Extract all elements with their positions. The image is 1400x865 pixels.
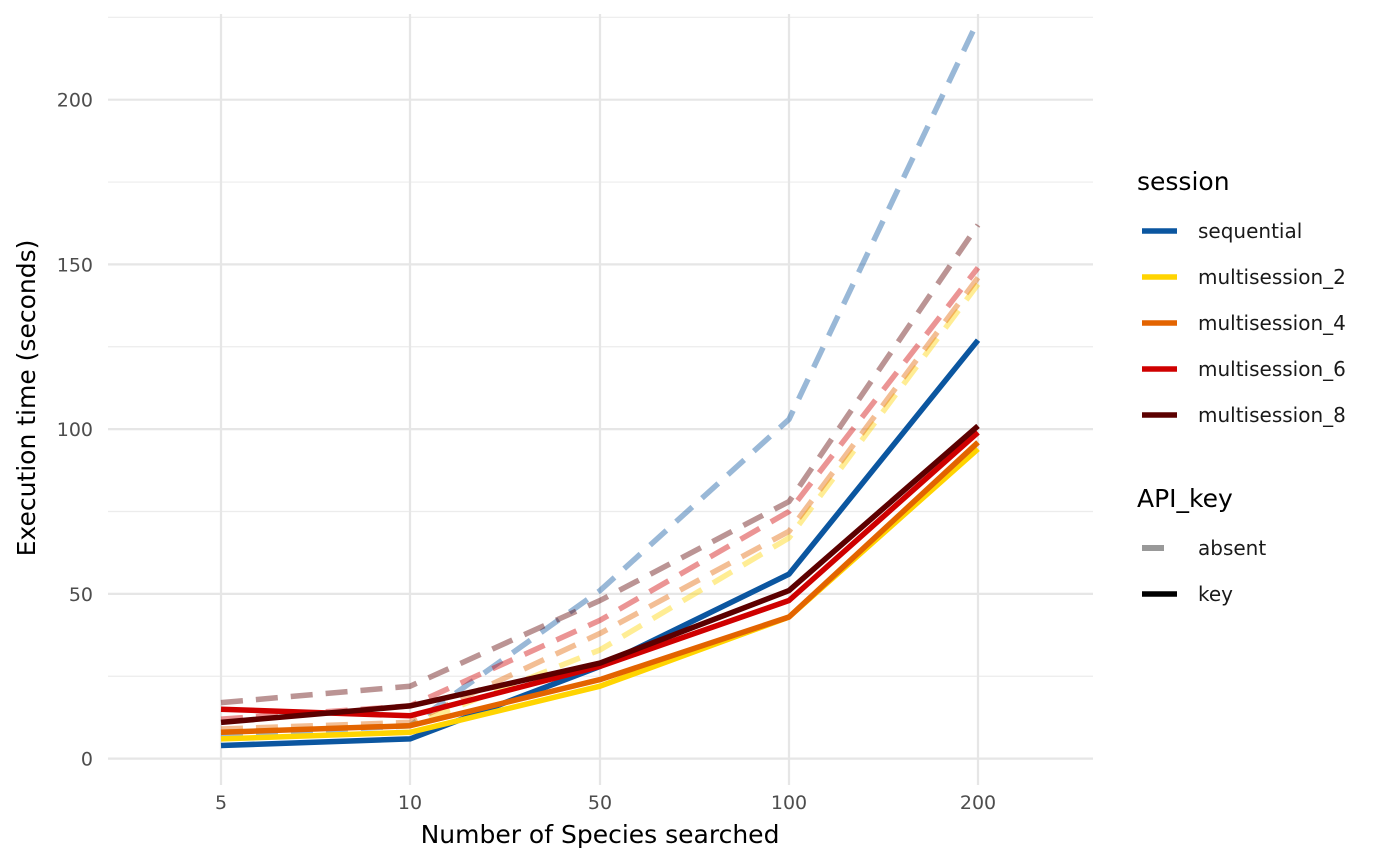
legend-entry: multisession_6 [1142,357,1346,381]
y-tick-label: 100 [57,419,93,441]
x-tick-label: 10 [398,792,422,814]
series-line-multisession_8-absent [220,223,981,706]
legend-label: absent [1198,536,1266,560]
legend-label: multisession_4 [1198,311,1346,335]
x-axis-title: Number of Species searched [421,820,780,849]
legend-label: key [1198,582,1233,606]
legend-label: sequential [1198,219,1302,243]
y-tick-label: 50 [69,584,93,606]
legend-entry: multisession_2 [1142,265,1346,289]
key-series-lines [220,338,981,749]
y-tick-label: 200 [57,90,93,112]
legend-entry: absent [1142,536,1266,560]
x-tick-label: 5 [215,792,227,814]
series-line-multisession_8-key [220,423,980,726]
legend-label: multisession_2 [1198,265,1346,289]
legend-entry: multisession_8 [1142,403,1346,427]
legend: session sequential multisession_2 multisess… [1137,167,1346,606]
x-tick-label: 200 [960,792,996,814]
y-axis-ticks: 0 50 100 150 200 [57,90,93,771]
y-tick-label: 150 [57,254,93,276]
legend-label: multisession_8 [1198,403,1346,427]
legend-entry: sequential [1142,219,1302,243]
grid [108,14,1093,785]
legend-label: multisession_6 [1198,357,1346,381]
series-line-multisession_4-absent [220,275,981,732]
x-tick-label: 100 [771,792,807,814]
legend-entry: multisession_4 [1142,311,1346,335]
legend-title: API_key [1137,484,1233,513]
series-line-multisession_4-key [220,440,980,736]
legend-title: session [1137,167,1230,196]
x-tick-label: 50 [588,792,612,814]
x-axis-ticks: 5 10 50 100 200 [215,792,996,814]
y-tick-label: 0 [81,749,93,771]
legend-entry: key [1142,582,1233,606]
y-axis-title: Execution time (seconds) [12,240,41,557]
